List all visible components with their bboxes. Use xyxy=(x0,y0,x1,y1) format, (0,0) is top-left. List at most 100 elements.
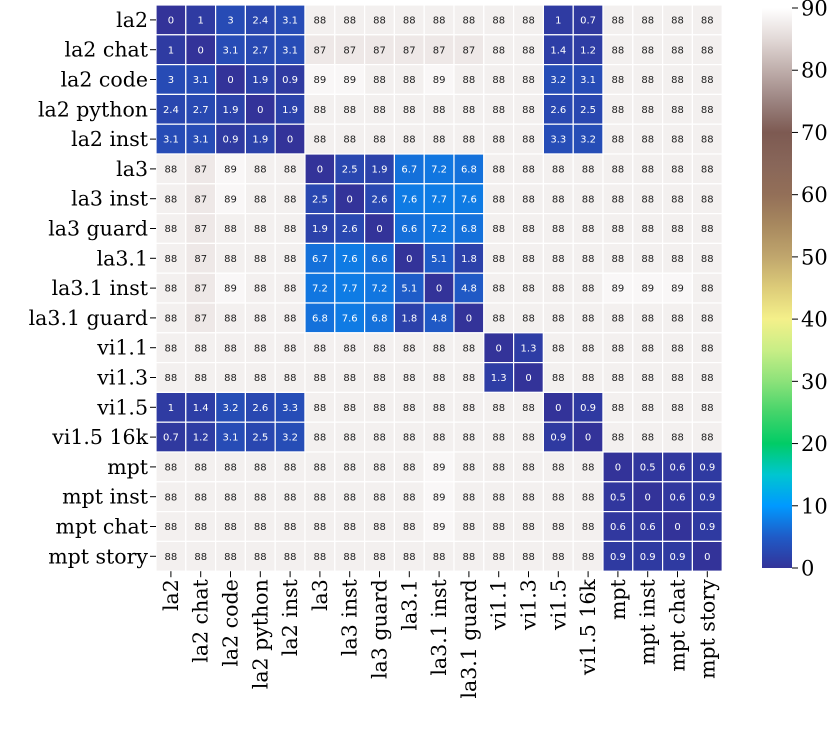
cell-value-label: 88 xyxy=(314,16,327,27)
cell-value-label: 88 xyxy=(701,75,714,86)
cell-value-label: 0 xyxy=(198,45,204,56)
colorbar-tick-label: 70 xyxy=(801,121,828,145)
cell-value-label: 88 xyxy=(224,522,237,533)
heatmap-cell xyxy=(602,63,634,95)
cell-value-label: 88 xyxy=(165,463,178,474)
heatmap-cell xyxy=(215,34,247,66)
cell-value-label: 88 xyxy=(165,284,178,295)
cell-value-label: 89 xyxy=(612,284,625,295)
cell-value-label: 1.8 xyxy=(401,314,417,325)
cell-value-label: 0.9 xyxy=(699,522,715,533)
cell-value-label: 88 xyxy=(582,194,595,205)
row-tick-label: la2 xyxy=(116,8,148,32)
cell-value-label: 88 xyxy=(373,105,386,116)
heatmap-cell xyxy=(512,391,544,423)
cell-value-label: 2.7 xyxy=(193,105,209,116)
cell-value-label: 2.6 xyxy=(550,105,566,116)
cell-value-label: 88 xyxy=(463,433,476,444)
heatmap-cell xyxy=(334,540,366,572)
heatmap-cell xyxy=(691,153,723,185)
heatmap-cell xyxy=(393,332,425,364)
heatmap-cell xyxy=(185,362,217,394)
heatmap-cell xyxy=(423,511,455,543)
heatmap-cell xyxy=(364,183,396,215)
heatmap-cell xyxy=(364,63,396,95)
cell-value-label: 7.7 xyxy=(342,284,358,295)
cell-value-label: 88 xyxy=(403,463,416,474)
cell-value-label: 88 xyxy=(314,403,327,414)
cell-value-label: 0.6 xyxy=(670,492,686,503)
heatmap-cell xyxy=(423,34,455,66)
row-tick-label: la2 chat xyxy=(65,38,149,62)
cell-value-label: 88 xyxy=(373,433,386,444)
heatmap-cell xyxy=(483,481,515,513)
cell-value-label: 88 xyxy=(165,254,178,265)
heatmap-cell xyxy=(215,242,247,274)
cell-value-label: 88 xyxy=(224,492,237,503)
heatmap-cell xyxy=(393,391,425,423)
cell-value-label: 0 xyxy=(436,284,442,295)
colorbar-tick-label: 80 xyxy=(801,59,828,83)
cell-value-label: 88 xyxy=(671,16,684,27)
heatmap-cell xyxy=(691,332,723,364)
cell-value-label: 0.9 xyxy=(223,135,239,146)
cell-value-label: 88 xyxy=(403,16,416,27)
heatmap-cell xyxy=(423,93,455,125)
cell-value-label: 88 xyxy=(343,343,356,354)
cell-value-label: 88 xyxy=(641,403,654,414)
cell-value-label: 2.5 xyxy=(312,194,328,205)
cell-value-label: 88 xyxy=(254,165,267,176)
cell-value-label: 89 xyxy=(224,284,237,295)
cell-value-label: 88 xyxy=(254,463,267,474)
cell-value-label: 6.8 xyxy=(312,314,328,325)
heatmap-cell xyxy=(661,63,693,95)
cell-value-label: 0 xyxy=(704,552,710,563)
heatmap-cell xyxy=(364,362,396,394)
cell-value-label: 88 xyxy=(224,314,237,325)
cell-value-label: 89 xyxy=(671,284,684,295)
cell-value-label: 88 xyxy=(224,463,237,474)
cell-value-label: 0 xyxy=(585,433,591,444)
heatmap-cell xyxy=(542,4,574,36)
heatmap-cell xyxy=(632,4,664,36)
cell-value-label: 1.9 xyxy=(252,75,268,86)
heatmap-cell xyxy=(691,362,723,394)
cell-value-label: 3.1 xyxy=(282,45,298,56)
column-tick-label: vi1.5 16k xyxy=(576,579,600,676)
cell-value-label: 1.3 xyxy=(491,373,507,384)
cell-value-label: 3.1 xyxy=(193,75,209,86)
cell-value-label: 0 xyxy=(555,403,561,414)
cell-value-label: 89 xyxy=(314,75,327,86)
colorbar-tick-label: 60 xyxy=(801,183,828,207)
column-tick-label: mpt story xyxy=(695,579,719,679)
heatmap-cell xyxy=(661,421,693,453)
column-tick-label: la2 xyxy=(159,579,183,611)
cell-value-label: 88 xyxy=(314,105,327,116)
heatmap-cell xyxy=(393,153,425,185)
cell-value-label: 0.7 xyxy=(580,16,596,27)
cell-value-label: 88 xyxy=(463,343,476,354)
cell-value-label: 88 xyxy=(522,403,535,414)
cell-value-label: 0.7 xyxy=(163,433,179,444)
heatmap-cell xyxy=(602,93,634,125)
column-tick-label: vi1.3 xyxy=(517,579,541,631)
row-tick-label: la2 inst xyxy=(71,127,149,151)
heatmap-cell xyxy=(364,481,396,513)
heatmap-cell xyxy=(334,183,366,215)
column-tick-label: mpt chat xyxy=(666,578,690,671)
cell-value-label: 88 xyxy=(522,314,535,325)
cell-value-label: 88 xyxy=(522,254,535,265)
heatmap-cell xyxy=(632,302,664,334)
cell-value-label: 1.2 xyxy=(580,45,596,56)
heatmap-cell xyxy=(334,332,366,364)
cell-value-label: 88 xyxy=(463,522,476,533)
cell-value-label: 88 xyxy=(641,45,654,56)
heatmap-cell xyxy=(483,302,515,334)
column-tick-label: la2 python xyxy=(248,579,272,689)
cell-value-label: 88 xyxy=(194,522,207,533)
heatmap-cell xyxy=(661,272,693,304)
heatmap-cell xyxy=(602,272,634,304)
heatmap-cell xyxy=(632,213,664,245)
heatmap-cell xyxy=(304,4,336,36)
heatmap-cell xyxy=(155,213,187,245)
